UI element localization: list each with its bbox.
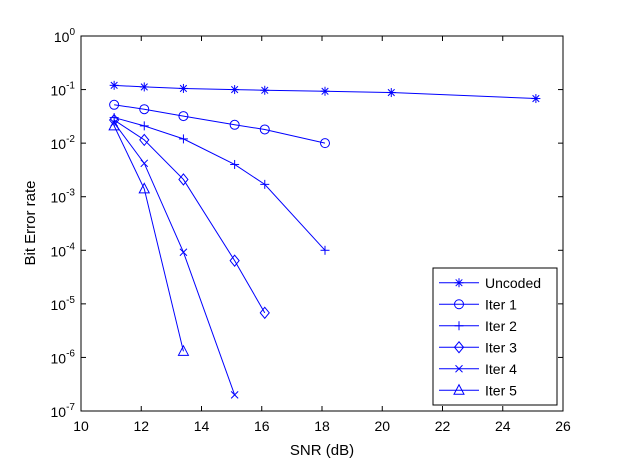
data-point (230, 85, 240, 95)
series-layer (108, 80, 541, 399)
data-point (259, 124, 270, 135)
legend-entry: Iter 1 (439, 296, 517, 312)
y-axis-label: Bit Error rate (22, 180, 39, 265)
data-point (229, 119, 240, 130)
x-tick-label: 14 (194, 418, 210, 434)
data-point (531, 94, 541, 104)
legend-marker (453, 340, 465, 354)
x-tick-label: 24 (495, 418, 511, 434)
legend-marker (454, 321, 464, 331)
series-iter-3 (108, 113, 270, 320)
legend-marker (453, 383, 465, 395)
series-iter-5 (108, 119, 190, 356)
data-point (179, 248, 188, 257)
data-point (139, 133, 150, 147)
series-line (114, 104, 326, 144)
data-point (230, 391, 239, 399)
y-tick-label: 10-6 (51, 348, 76, 366)
data-point (259, 306, 270, 320)
series-uncoded (109, 80, 541, 104)
legend-label: Iter 4 (485, 361, 517, 377)
x-tick-label: 20 (374, 418, 390, 434)
x-axis-label: SNR (dB) (290, 442, 354, 459)
data-point (138, 182, 151, 194)
legend-marker (455, 364, 463, 373)
data-point (139, 121, 149, 131)
series-iter-2 (109, 113, 330, 255)
series-line (113, 119, 266, 314)
legend-label: Iter 1 (485, 296, 517, 312)
legend-marker (454, 299, 464, 310)
data-point (178, 134, 188, 144)
series-line (114, 84, 536, 100)
x-tick-label: 12 (133, 418, 149, 434)
legend-box (432, 267, 558, 406)
x-tick-label: 22 (435, 418, 451, 434)
data-point (320, 86, 330, 96)
y-tick-label: 10-5 (51, 295, 76, 313)
data-point (139, 82, 149, 92)
legend-label: Iter 5 (485, 382, 517, 398)
series-line (113, 122, 236, 396)
data-point (109, 80, 119, 90)
x-tick-label: 18 (314, 418, 330, 434)
legend-entry: Uncoded (439, 275, 541, 291)
legend-entry: Iter 4 (439, 361, 517, 377)
data-point (108, 113, 120, 127)
x-tick-label: 10 (73, 418, 89, 434)
data-point (108, 119, 120, 131)
legend-entry: Iter 2 (439, 318, 517, 334)
axis-ticks: 10 12 14 16 18 20 22 24 26 100 10-1 10-2 10-3 10-4 10-… (51, 27, 571, 434)
legend: Uncoded Iter 1 Iter 2 Iter 3 Iter 4 Iter 5 (432, 267, 558, 406)
data-point (260, 85, 270, 95)
data-point (178, 83, 188, 93)
legend-entry: Iter 5 (439, 382, 517, 398)
y-tick-label: 10-2 (51, 134, 76, 152)
data-point (178, 111, 189, 122)
x-tick-label: 26 (555, 418, 571, 434)
data-point (178, 173, 189, 186)
legend-label: Uncoded (485, 275, 541, 291)
data-point (177, 344, 190, 356)
data-point (229, 254, 240, 267)
y-tick-label: 100 (54, 27, 76, 45)
data-point (260, 179, 270, 189)
data-point (140, 159, 149, 168)
x-tick-label: 16 (254, 418, 270, 434)
series-line (113, 125, 184, 352)
y-tick-label: 10-7 (51, 402, 76, 420)
legend-label: Iter 3 (485, 339, 517, 355)
data-point (386, 88, 396, 98)
data-point (139, 104, 150, 115)
y-tick-label: 10-1 (51, 81, 76, 99)
legend-entry: Iter 3 (439, 339, 517, 355)
series-iter-1 (109, 99, 331, 149)
legend-marker (454, 278, 464, 288)
data-point (230, 159, 240, 169)
data-point (109, 99, 120, 110)
series-line (114, 117, 326, 251)
data-point (320, 245, 330, 255)
y-tick-label: 10-3 (51, 188, 76, 206)
y-tick-label: 10-4 (51, 241, 76, 259)
legend-label: Iter 2 (485, 318, 517, 334)
data-point (320, 138, 331, 149)
